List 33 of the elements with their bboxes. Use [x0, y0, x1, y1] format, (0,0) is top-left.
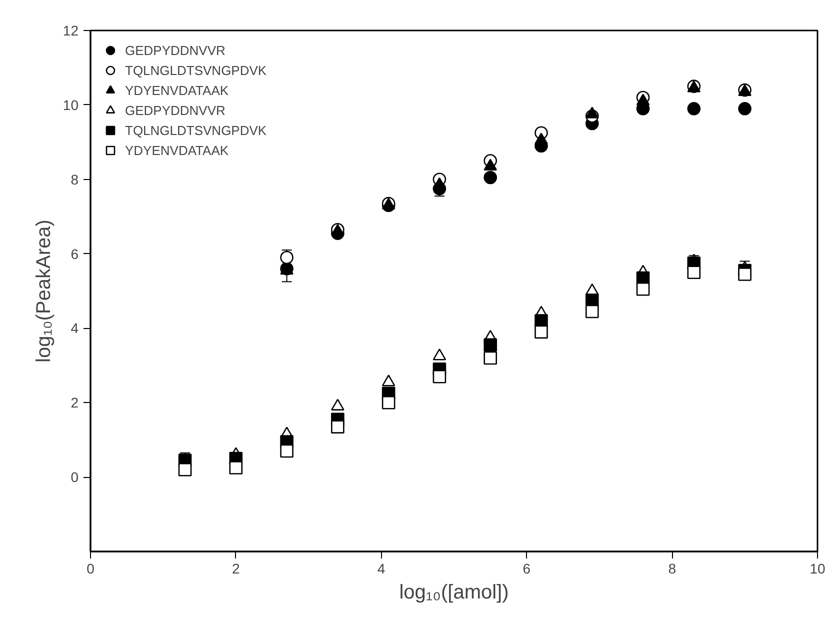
legend-label: TQLNGLDTSVNGPDVK — [125, 122, 267, 138]
y-tick-label: 10 — [62, 96, 79, 113]
x-tick-label: 8 — [668, 560, 676, 576]
point — [331, 420, 344, 434]
y-tick-label: 0 — [70, 469, 79, 486]
y-axis-title: log₁₀(PeakArea) — [32, 220, 55, 362]
y-tick-label: 6 — [70, 246, 79, 262]
legend-label: YDYENVDATAAK — [125, 82, 229, 98]
point — [687, 102, 701, 116]
point — [280, 444, 294, 458]
x-tick-label: 6 — [522, 560, 531, 576]
point — [484, 338, 497, 352]
point — [738, 102, 752, 116]
point — [178, 462, 192, 476]
y-tick-label: 8 — [70, 171, 79, 188]
point — [484, 170, 497, 184]
point — [432, 370, 446, 384]
legend-label: TQLNGLDTSVNGPDVK — [125, 62, 267, 78]
point — [738, 268, 752, 281]
point — [687, 266, 701, 280]
x-tick-label: 10 — [810, 560, 826, 576]
y-tick-label: 12 — [62, 22, 79, 38]
legend-label: GEDPYDDNVVR — [125, 102, 226, 118]
legend-label: YDYENVDATAAK — [125, 142, 229, 158]
y-tick-label: 4 — [70, 320, 79, 336]
x-tick-label: 0 — [86, 560, 95, 576]
point — [382, 396, 396, 410]
x-tick-label: 2 — [232, 560, 240, 576]
legend-label: GEDPYDDNVVR — [125, 42, 226, 58]
y-tick-label: 2 — [70, 394, 79, 411]
point — [229, 461, 243, 474]
x-tick-label: 4 — [377, 560, 386, 576]
x-axis-title: log₁₀([amol]) — [399, 582, 509, 604]
